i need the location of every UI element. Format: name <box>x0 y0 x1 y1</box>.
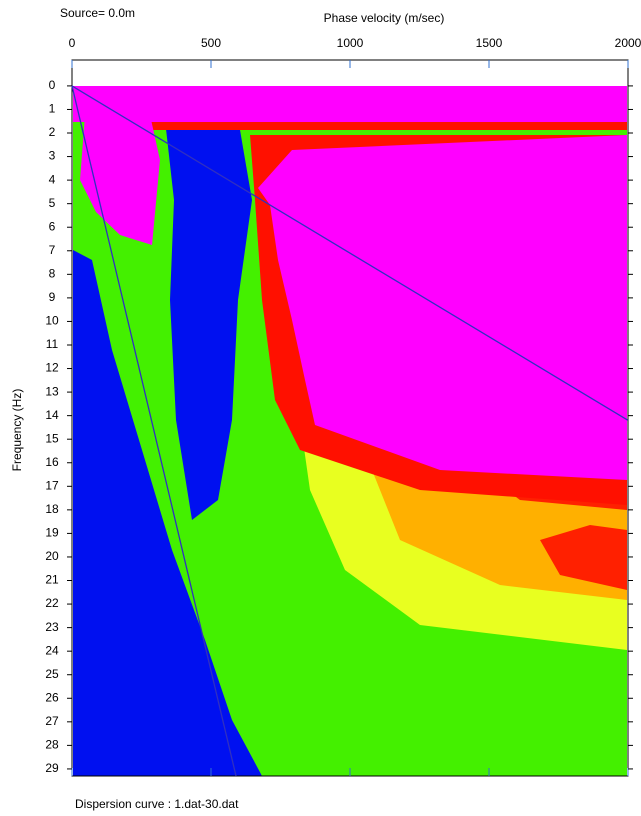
y-tick-label: 17 <box>45 478 59 492</box>
y-tick-label: 18 <box>45 502 59 516</box>
y-tick-label: 16 <box>45 455 59 469</box>
y-tick-label: 14 <box>45 408 59 422</box>
y-tick-label: 11 <box>46 337 59 351</box>
y-tick-label: 27 <box>45 714 59 728</box>
y-tick-label: 6 <box>49 219 56 233</box>
y-tick-label: 9 <box>49 290 56 304</box>
y-tick-label: 0 <box>49 78 56 92</box>
dispersion-image <box>73 86 627 776</box>
y-tick-label: 22 <box>45 596 59 610</box>
y-tick-label: 28 <box>45 738 59 752</box>
y-tick-label: 5 <box>49 196 56 210</box>
x-tick-label: 1500 <box>476 36 503 50</box>
y-tick-label: 29 <box>45 761 59 775</box>
y-tick-label: 2 <box>49 125 56 139</box>
y-tick-label: 21 <box>45 573 59 587</box>
y-tick-label: 23 <box>45 620 59 634</box>
field-magenta <box>80 115 160 245</box>
y-tick-label: 10 <box>45 314 59 328</box>
field-blue <box>165 120 252 520</box>
x-axis-title: Phase velocity (m/sec) <box>324 11 445 25</box>
y-tick-label: 3 <box>49 149 56 163</box>
y-tick-label: 4 <box>49 172 56 186</box>
y-tick-label: 13 <box>45 384 59 398</box>
x-tick-label: 0 <box>69 36 76 50</box>
dispersion-line <box>71 85 237 777</box>
y-tick-label: 25 <box>45 667 59 681</box>
dispersion-line <box>71 85 629 421</box>
x-tick-label: 1000 <box>337 36 364 50</box>
caption: Dispersion curve : 1.dat-30.dat <box>75 797 239 811</box>
y-tick-label: 1 <box>49 102 56 116</box>
y-tick-label: 12 <box>45 361 59 375</box>
y-tick-label: 7 <box>49 243 56 257</box>
y-tick-label: 24 <box>45 643 59 657</box>
y-tick-label: 26 <box>45 690 59 704</box>
y-tick-label: 15 <box>45 431 59 445</box>
field-magenta <box>258 135 627 480</box>
x-tick-label: 2000 <box>615 36 641 50</box>
y-axis-title: Frequency (Hz) <box>10 389 24 472</box>
y-tick-label: 8 <box>49 267 56 281</box>
field-magenta <box>73 86 627 122</box>
y-tick-label: 20 <box>45 549 59 563</box>
field-red <box>140 122 627 130</box>
source-label: Source= 0.0m <box>60 6 135 20</box>
y-tick-label: 19 <box>45 526 59 540</box>
x-tick-label: 500 <box>201 36 221 50</box>
field-blue <box>73 250 262 776</box>
